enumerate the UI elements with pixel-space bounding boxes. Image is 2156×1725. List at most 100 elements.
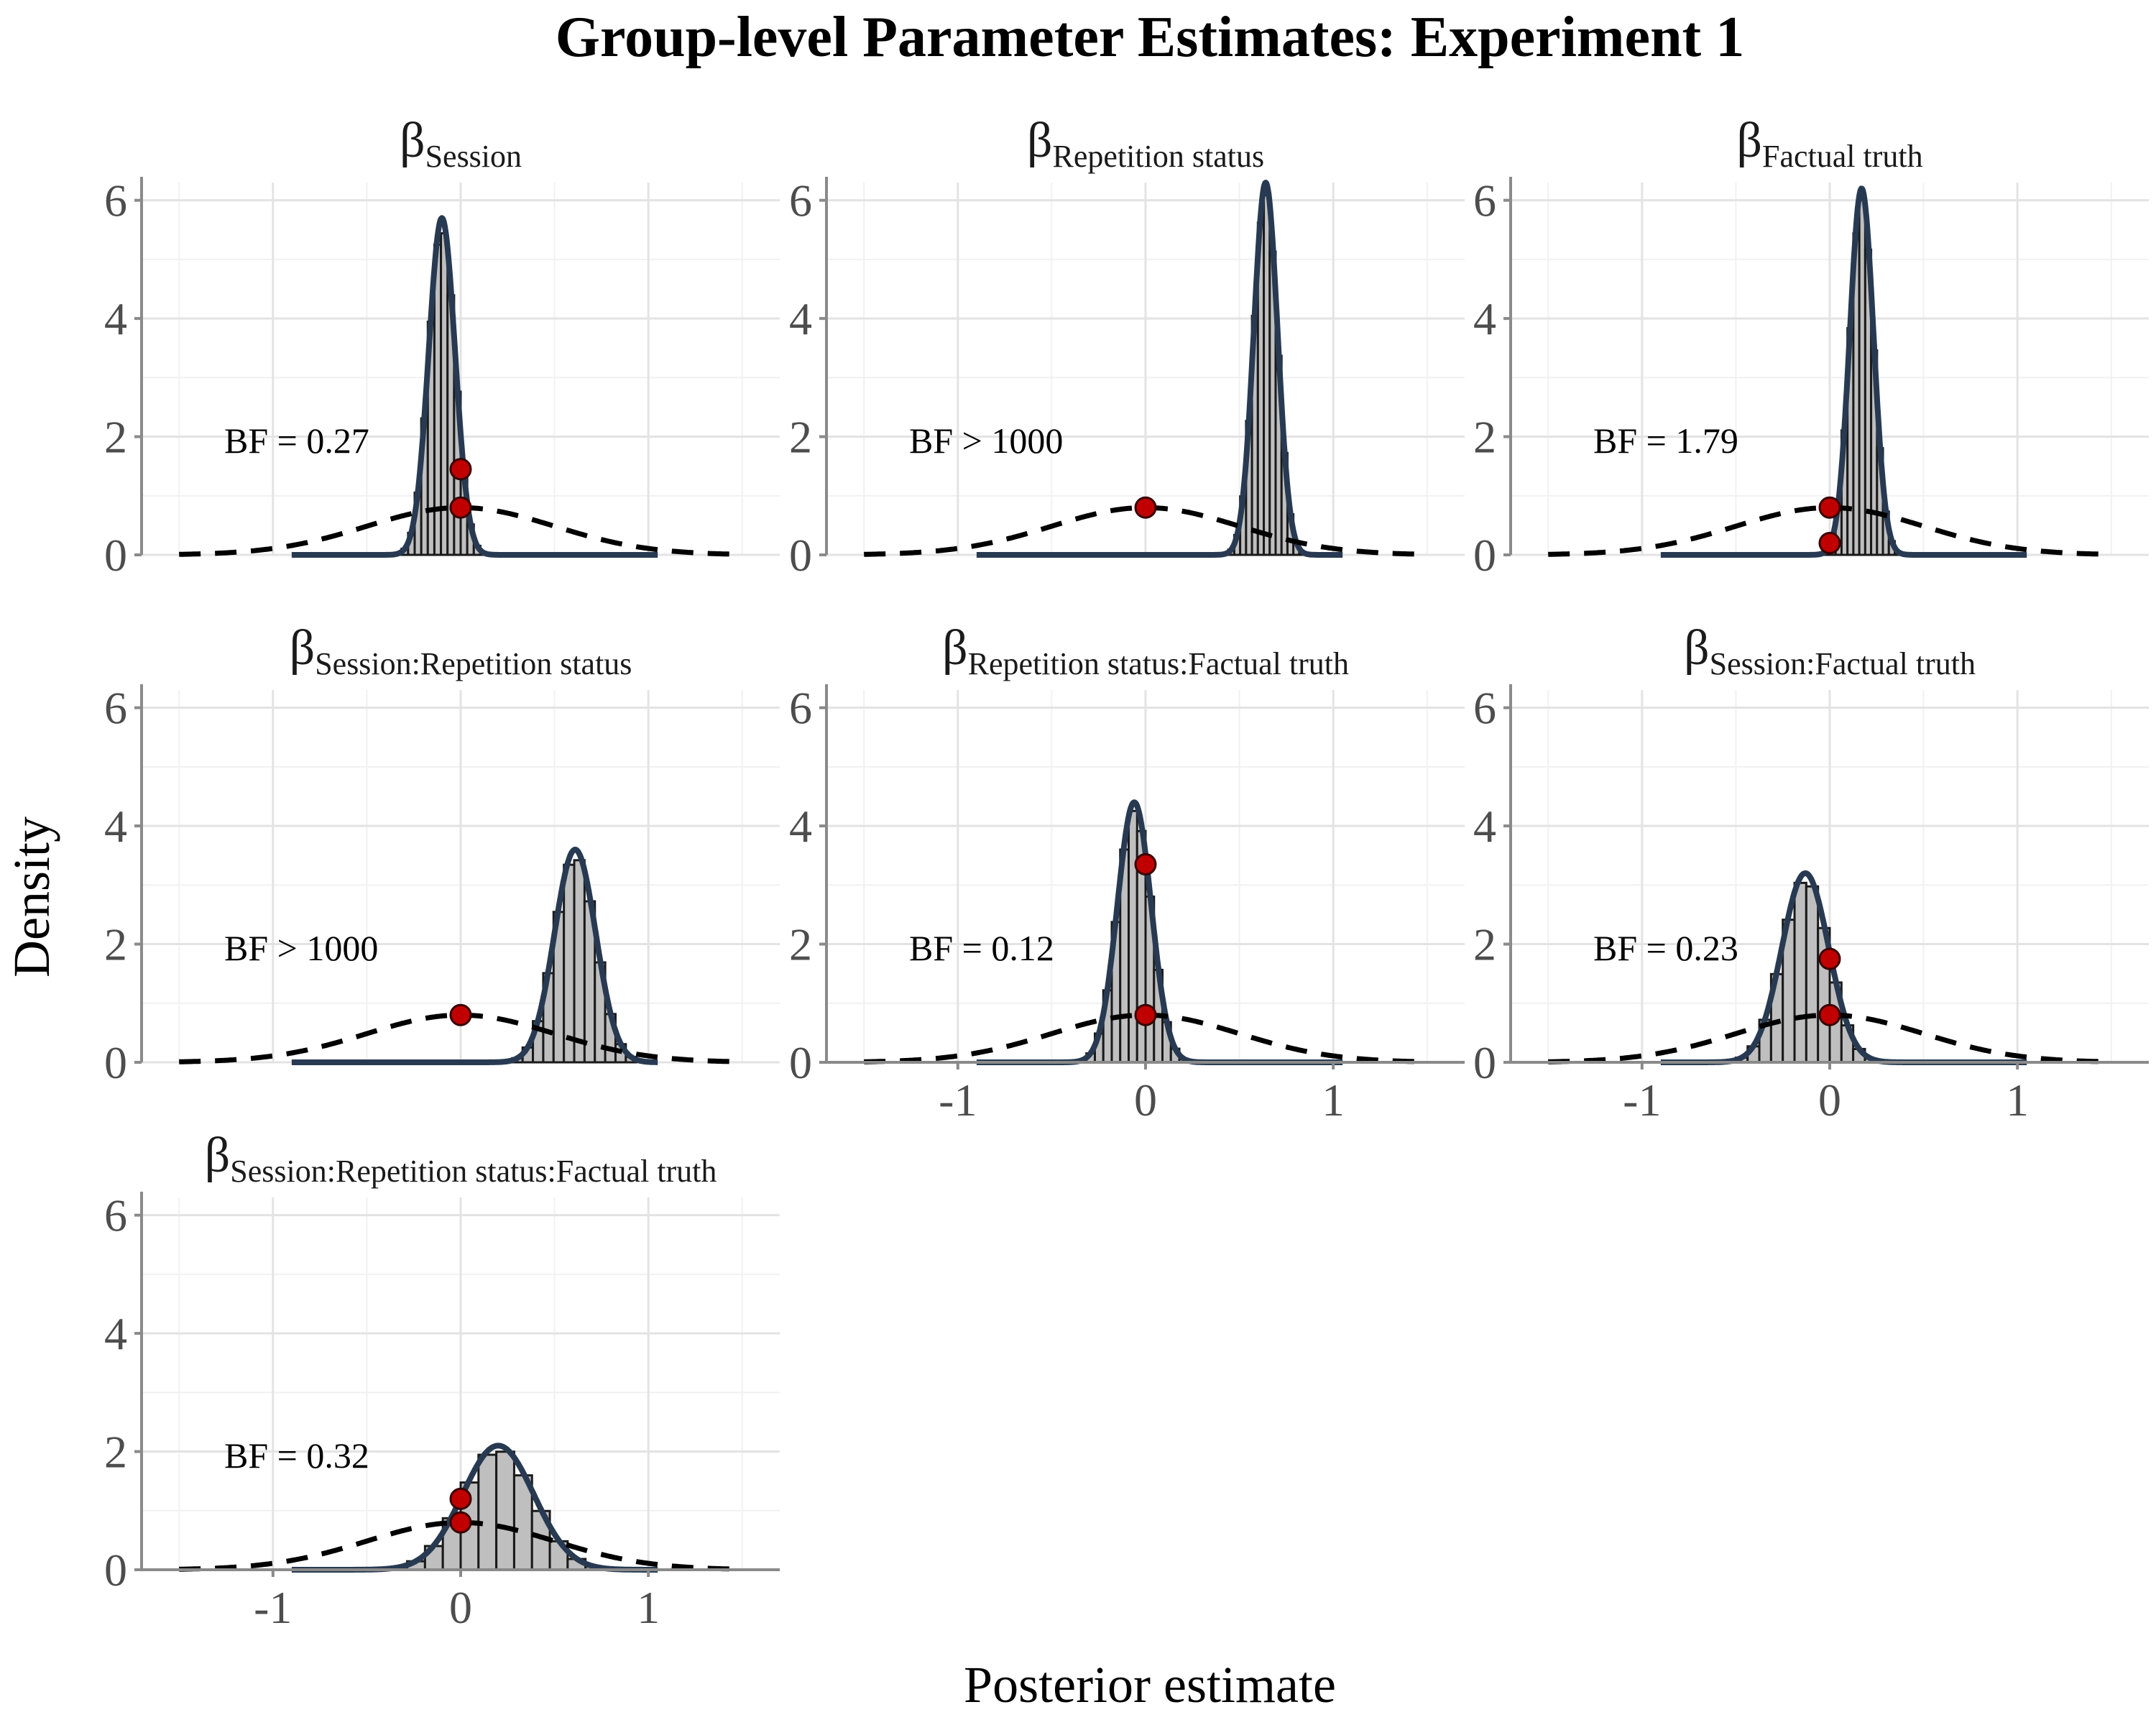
beta-symbol: β xyxy=(942,620,968,676)
x-axis-label: Posterior estimate xyxy=(964,1656,1336,1714)
savage-dickey-point xyxy=(449,1003,472,1026)
bayes-factor-label: BF > 1000 xyxy=(224,928,378,968)
y-tick-label: 0 xyxy=(104,530,127,581)
histogram-bar xyxy=(563,863,576,1064)
histogram-bar xyxy=(1805,885,1820,1064)
x-tick-label: 0 xyxy=(1134,1075,1157,1126)
prior-density-line xyxy=(179,1012,742,1064)
x-tick-label: -1 xyxy=(1623,1075,1661,1126)
facet-title-subscript: Session:Repetition status xyxy=(315,646,632,681)
savage-dickey-point xyxy=(1818,496,1841,519)
histogram-bar xyxy=(495,1450,515,1571)
y-tick-label: 6 xyxy=(104,683,127,734)
facet-panel: 0 2 4 6 -1 0 1 BF = 0.12 βRepetition status:Fact… xyxy=(789,620,1465,1126)
beta-symbol: β xyxy=(205,1128,231,1183)
y-tick-label: 2 xyxy=(1473,919,1496,970)
prior-density-line xyxy=(1548,505,2111,557)
facet-panel: 0 2 4 6 BF > 1000 βRepetition status xyxy=(789,113,1465,581)
savage-dickey-point xyxy=(1818,1003,1841,1026)
facet-panel: 0 2 4 6 BF > 1000 βSession:Repetition status xyxy=(104,620,780,1088)
x-tick-label: 1 xyxy=(637,1582,660,1633)
x-tick-label: 1 xyxy=(1322,1075,1345,1126)
y-axis-label: Density xyxy=(3,816,60,978)
beta-symbol: β xyxy=(400,113,425,168)
bayes-factor-label: BF = 0.27 xyxy=(224,420,369,461)
facet-title: βRepetition status xyxy=(1027,113,1264,174)
y-tick-label: 2 xyxy=(104,919,127,970)
facet-panel: 0 2 4 6 -1 0 1 BF = 0.23 βSession:Factual truth xyxy=(1473,620,2149,1126)
savage-dickey-point xyxy=(1818,532,1841,555)
savage-dickey-point xyxy=(449,458,472,481)
prior-density-line xyxy=(864,1012,1427,1064)
savage-dickey-point xyxy=(449,1511,472,1534)
x-tick-label: 0 xyxy=(449,1582,472,1633)
y-tick-label: 0 xyxy=(104,1037,127,1088)
posterior-density-line xyxy=(1659,185,2030,558)
facet-title: βSession:Factual truth xyxy=(1684,620,1976,681)
y-tick-label: 0 xyxy=(1473,1037,1496,1088)
posterior-density-line xyxy=(975,180,1345,558)
y-tick-label: 6 xyxy=(104,175,127,226)
facet-title-subscript: Session:Factual truth xyxy=(1710,646,1976,681)
histogram-bar xyxy=(1127,809,1138,1064)
facet-title: βFactual truth xyxy=(1736,113,1922,174)
y-tick-label: 0 xyxy=(104,1545,127,1596)
posterior-density-line xyxy=(290,215,660,558)
histogram-bar xyxy=(573,859,586,1064)
y-tick-label: 2 xyxy=(104,412,127,463)
histogram-bar xyxy=(477,1453,498,1571)
savage-dickey-point xyxy=(449,496,472,519)
y-tick-label: 0 xyxy=(1473,530,1496,581)
facet-panel: 0 2 4 6 BF = 1.79 βFactual truth xyxy=(1473,113,2149,581)
beta-symbol: β xyxy=(1736,113,1762,168)
facet-title: βSession:Repetition status:Factual truth xyxy=(205,1128,717,1189)
y-tick-label: 4 xyxy=(104,801,127,852)
beta-symbol: β xyxy=(290,620,315,676)
beta-symbol: β xyxy=(1027,113,1053,168)
prior-density-line xyxy=(1548,1012,2111,1064)
y-tick-label: 2 xyxy=(789,919,812,970)
facet-panel: 0 2 4 6 BF = 0.27 βSession xyxy=(104,113,780,581)
y-tick-label: 4 xyxy=(104,293,127,344)
facet-title-subscript: Factual truth xyxy=(1762,139,1923,174)
chart-title: Group-level Parameter Estimates: Experim… xyxy=(556,6,1744,69)
facet-title: βRepetition status:Factual truth xyxy=(942,620,1349,681)
y-tick-label: 2 xyxy=(789,412,812,463)
x-tick-label: 0 xyxy=(1818,1075,1841,1126)
bayes-factor-label: BF = 0.32 xyxy=(224,1435,369,1476)
bayes-factor-label: BF > 1000 xyxy=(909,420,1063,461)
y-tick-label: 4 xyxy=(1473,293,1496,344)
y-tick-label: 4 xyxy=(789,801,812,852)
facet-title-subscript: Repetition status xyxy=(1053,139,1265,174)
savage-dickey-point xyxy=(1134,1003,1157,1026)
savage-dickey-point xyxy=(1134,853,1157,876)
histogram-bar xyxy=(1793,881,1807,1064)
bayes-factor-label: BF = 0.23 xyxy=(1593,928,1738,968)
bayes-factor-label: BF = 1.79 xyxy=(1593,420,1738,461)
prior-density-line xyxy=(864,505,1427,557)
y-tick-label: 6 xyxy=(1473,683,1496,734)
facet-title-subscript: Session:Repetition status:Factual truth xyxy=(230,1154,717,1189)
x-tick-label: -1 xyxy=(254,1582,292,1633)
y-tick-label: 6 xyxy=(104,1190,127,1241)
facet-title: βSession xyxy=(400,113,522,174)
facet-panel: 0 2 4 6 -1 0 1 BF = 0.32 βSession:Repetition sta… xyxy=(104,1128,780,1633)
x-tick-label: -1 xyxy=(939,1075,977,1126)
y-tick-label: 0 xyxy=(789,530,812,581)
y-tick-label: 6 xyxy=(789,175,812,226)
y-tick-label: 6 xyxy=(1473,175,1496,226)
y-tick-label: 2 xyxy=(1473,412,1496,463)
x-tick-label: 1 xyxy=(2006,1075,2029,1126)
posterior-density-line xyxy=(290,847,660,1065)
facet-title-subscript: Repetition status:Factual truth xyxy=(968,646,1349,681)
y-tick-label: 4 xyxy=(1473,801,1496,852)
facet-title-subscript: Session xyxy=(425,139,522,174)
savage-dickey-point xyxy=(1134,496,1157,519)
savage-dickey-point xyxy=(1818,947,1841,970)
facet-title: βSession:Repetition status xyxy=(290,620,632,681)
y-tick-label: 2 xyxy=(104,1427,127,1478)
y-tick-label: 4 xyxy=(789,293,812,344)
